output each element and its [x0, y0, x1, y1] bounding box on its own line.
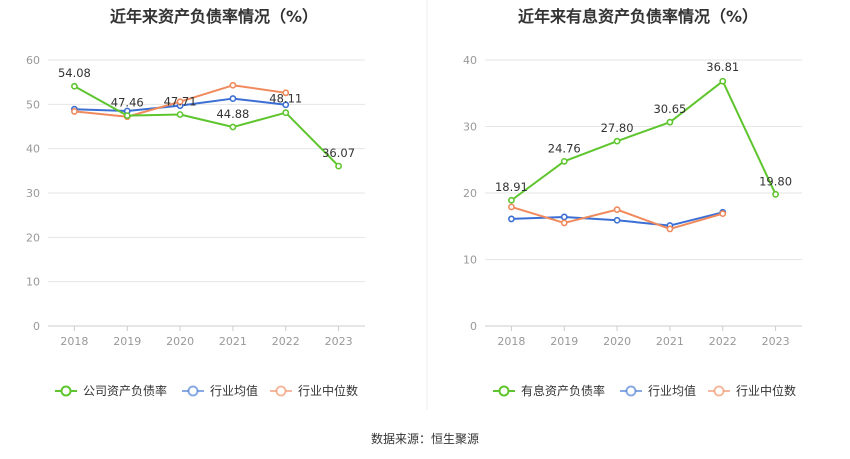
data-point — [560, 213, 568, 221]
y-tick-label: 50 — [26, 98, 40, 111]
data-label: 27.80 — [601, 121, 634, 135]
data-point — [508, 203, 515, 211]
series-line-0 — [510, 80, 777, 202]
y-tick-label: 60 — [26, 54, 40, 67]
legend-label: 行业均值 — [648, 383, 696, 398]
x-tick-label: 2019 — [113, 335, 141, 348]
data-label: 19.80 — [759, 174, 792, 188]
legend-label: 公司资产负债率 — [83, 383, 167, 398]
data-point — [613, 137, 621, 145]
x-tick-label: 2021 — [656, 335, 684, 348]
y-tick-label: 40 — [463, 54, 477, 67]
y-tick-label: 10 — [463, 254, 477, 267]
data-label: 48.11 — [269, 92, 302, 106]
data-point — [560, 157, 568, 165]
y-tick-label: 10 — [26, 276, 40, 289]
legend-swatch-marker — [60, 385, 72, 397]
y-tick-label: 30 — [463, 121, 477, 134]
data-label: 24.76 — [548, 141, 581, 155]
data-point — [229, 95, 237, 102]
data-point — [176, 111, 184, 118]
data-point — [772, 190, 779, 198]
data-point — [71, 108, 78, 115]
x-tick-label: 2021 — [219, 335, 247, 348]
chart-title: 近年来资产负债率情况（%） — [110, 7, 318, 26]
data-point — [229, 81, 237, 89]
x-tick-label: 2020 — [603, 335, 631, 348]
data-point — [71, 82, 78, 90]
legend-swatch-marker — [498, 385, 510, 397]
data-label: 47.71 — [164, 94, 197, 108]
y-tick-label: 20 — [26, 231, 40, 244]
chart-title: 近年来有息资产负债率情况（%） — [518, 7, 758, 26]
series-line-0 — [73, 85, 340, 167]
legend-label: 行业中位数 — [298, 383, 358, 398]
data-label: 18.91 — [495, 180, 528, 194]
y-tick-label: 30 — [26, 187, 40, 200]
data-point — [176, 98, 184, 106]
data-point — [613, 216, 621, 224]
data-label: 36.81 — [706, 60, 739, 74]
data-point — [719, 77, 727, 85]
chart-panel-debt-ratio: 近年来资产负债率情况（%） 0 10 20 30 40 50 60 2018 2019 2020 20… — [26, 7, 365, 398]
legend-label: 有息资产负债率 — [521, 383, 605, 398]
x-tick-label: 2022 — [709, 335, 737, 348]
data-point — [508, 196, 515, 204]
legend-swatch-marker — [187, 385, 199, 397]
data-point — [123, 112, 131, 119]
data-label: 36.07 — [322, 146, 355, 160]
legend-swatch-marker — [275, 385, 287, 397]
x-tick-label: 2019 — [550, 335, 578, 348]
data-point — [719, 210, 727, 218]
data-label: 44.88 — [216, 107, 249, 121]
data-point — [508, 215, 515, 223]
data-point — [229, 123, 237, 131]
x-tick-label: 2023 — [762, 335, 790, 348]
legend-label: 行业均值 — [210, 383, 258, 398]
data-source-note: 数据来源：恒生聚源 — [371, 431, 479, 446]
data-point — [666, 225, 674, 233]
legend-swatch-marker — [713, 385, 725, 397]
data-point — [335, 162, 342, 170]
x-tick-label: 2018 — [60, 335, 88, 348]
y-tick-label: 0 — [33, 320, 40, 333]
legend-label: 行业中位数 — [736, 383, 796, 398]
x-tick-label: 2023 — [325, 335, 353, 348]
data-point — [560, 219, 568, 227]
y-tick-label: 20 — [463, 187, 477, 200]
x-tick-label: 2018 — [497, 335, 525, 348]
data-label: 47.46 — [111, 96, 144, 110]
data-label: 30.65 — [653, 102, 686, 116]
x-tick-label: 2022 — [272, 335, 300, 348]
data-point — [282, 109, 290, 117]
data-point — [282, 101, 290, 109]
data-point — [282, 89, 290, 97]
legend-swatch-marker — [625, 385, 637, 397]
y-tick-label: 0 — [470, 320, 477, 333]
x-tick-label: 2020 — [166, 335, 194, 348]
data-label: 54.08 — [58, 66, 91, 80]
y-tick-label: 40 — [26, 143, 40, 156]
data-point — [613, 206, 621, 214]
data-point — [666, 118, 674, 126]
chart-panel-interest-debt-ratio: 近年来有息资产负债率情况（%） 0 10 20 30 40 2018 2019 2020 2021… — [463, 7, 802, 398]
